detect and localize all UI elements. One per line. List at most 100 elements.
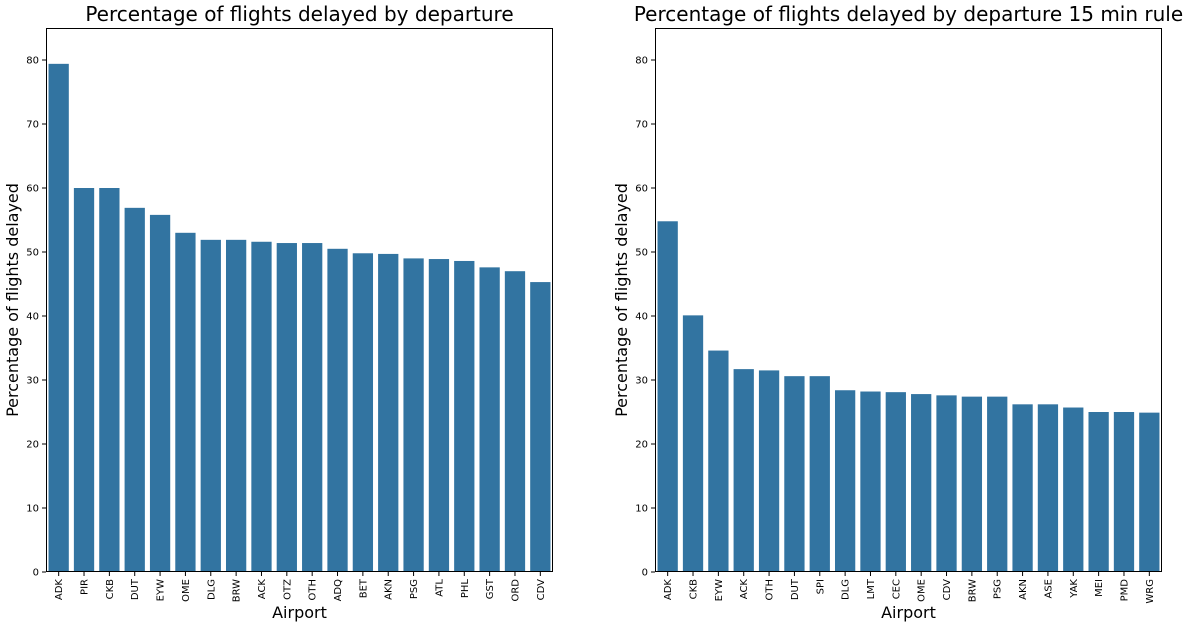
x-tick-label-ack: ACK — [257, 579, 268, 600]
chart-panel-2: Percentage of flights delayed by departu… — [612, 2, 1183, 622]
bar-cdv — [936, 395, 957, 572]
y-tick-label: 0 — [642, 568, 648, 579]
bar-mei — [1088, 412, 1109, 572]
y-tick-label: 60 — [635, 184, 648, 195]
x-tick-label-otz: OTZ — [282, 579, 293, 600]
bar-akn — [1012, 404, 1033, 572]
x-tick-label-ckb: CKB — [689, 579, 700, 600]
bar-gst — [479, 267, 500, 572]
bar-brw — [225, 239, 247, 572]
y-tick-label: 10 — [635, 504, 648, 515]
y-tick-label: 60 — [26, 184, 39, 195]
bar-dlg — [200, 239, 221, 572]
x-tick-label-brw: BRW — [232, 579, 243, 602]
y-tick-label: 80 — [26, 56, 39, 67]
bar-ord — [504, 271, 526, 572]
y-tick-label: 0 — [33, 568, 39, 579]
x-tick-label-atl: ATL — [434, 579, 445, 597]
x-tick-label-yak: YAK — [1069, 579, 1080, 599]
y-tick-label: 70 — [26, 120, 39, 131]
x-tick-label-ack: ACK — [739, 579, 750, 600]
x-tick-label-mei: MEI — [1094, 579, 1105, 597]
x-tick-label-oth: OTH — [765, 579, 776, 601]
x-tick-label-eyw: EYW — [156, 579, 167, 601]
bar-atl — [428, 259, 450, 572]
x-tick-label-ckb: CKB — [105, 579, 116, 600]
bar-bet — [352, 253, 374, 572]
bar-yak — [1063, 407, 1084, 572]
x-tick-label-eyw: EYW — [714, 579, 725, 601]
x-tick-label-psg: PSG — [409, 579, 420, 599]
bar-eyw — [708, 350, 729, 572]
bar-adk — [48, 63, 69, 573]
bar-otz — [276, 243, 297, 573]
bar-wrg — [1139, 412, 1160, 572]
bar-eyw — [149, 214, 171, 572]
x-tick-label-psg: PSG — [993, 579, 1004, 599]
y-tick-label: 40 — [635, 312, 648, 323]
x-tick-label-cdv: CDV — [942, 579, 953, 601]
bar-ase — [1037, 404, 1059, 572]
bar-brw — [961, 396, 983, 572]
y-tick-label: 30 — [635, 376, 648, 387]
y-axis-label: Percentage of flights delayed — [3, 183, 22, 417]
x-tick-label-dlg: DLG — [841, 579, 852, 600]
bar-dlg — [834, 390, 856, 572]
x-tick-label-akn: AKN — [1018, 579, 1029, 600]
x-tick-label-adk: ADK — [54, 579, 65, 601]
bar-adq — [327, 248, 348, 573]
y-tick-label: 50 — [635, 248, 648, 259]
bar-ack — [733, 369, 754, 572]
x-tick-label-bet: BET — [358, 578, 369, 598]
bar-dut — [784, 376, 805, 572]
y-tick-label: 50 — [26, 248, 39, 259]
x-tick-label-cdv: CDV — [536, 579, 547, 601]
bar-akn — [378, 253, 399, 573]
bar-psg — [987, 396, 1008, 572]
x-tick-label-oth: OTH — [308, 579, 319, 601]
x-tick-label-lmt: LMT — [866, 578, 877, 599]
x-tick-label-ord: ORD — [510, 579, 521, 602]
bar-psg — [403, 258, 424, 572]
bar-spi — [809, 376, 830, 572]
x-tick-label-pmd: PMD — [1119, 579, 1130, 602]
x-tick-label-phl: PHL — [460, 579, 471, 599]
x-tick-label-akn: AKN — [384, 579, 395, 600]
bar-ome — [175, 232, 196, 573]
x-tick-label-ase: ASE — [1043, 579, 1054, 599]
chart-panel-1: Percentage of flights delayed by departu… — [3, 2, 553, 622]
bar-lmt — [860, 391, 881, 572]
x-tick-label-dlg: DLG — [206, 579, 217, 600]
bar-ckb — [682, 315, 704, 572]
bar-pir — [73, 188, 95, 572]
x-tick-label-ome: OME — [917, 579, 928, 602]
bar-cdv — [530, 282, 551, 572]
bar-oth — [302, 243, 323, 573]
y-tick-label: 20 — [26, 440, 39, 451]
plot-frame — [46, 28, 553, 572]
bar-ack — [251, 241, 272, 572]
bar-adk — [657, 221, 678, 572]
y-tick-label: 10 — [26, 504, 39, 515]
y-tick-label: 40 — [26, 312, 39, 323]
chart-title: Percentage of flights delayed by departu… — [85, 2, 513, 26]
y-tick-label: 20 — [635, 440, 648, 451]
chart-title: Percentage of flights delayed by departu… — [634, 2, 1183, 26]
x-tick-label-dut: DUT — [130, 578, 141, 600]
y-axis-label: Percentage of flights delayed — [612, 183, 631, 417]
x-tick-label-ome: OME — [181, 579, 192, 602]
y-tick-label: 70 — [635, 120, 648, 131]
x-tick-label-dut: DUT — [790, 578, 801, 600]
y-tick-label: 80 — [635, 56, 648, 67]
bar-ome — [911, 394, 932, 572]
x-tick-label-adk: ADK — [663, 579, 674, 601]
x-tick-label-gst: GST — [485, 578, 496, 599]
plot-frame — [655, 28, 1162, 572]
bar-dut — [124, 207, 145, 572]
x-tick-label-pir: PIR — [80, 579, 91, 595]
bar-oth — [758, 370, 780, 572]
x-tick-label-brw: BRW — [967, 579, 978, 602]
bar-pmd — [1113, 412, 1135, 572]
x-tick-label-wrg: WRG — [1145, 579, 1156, 604]
